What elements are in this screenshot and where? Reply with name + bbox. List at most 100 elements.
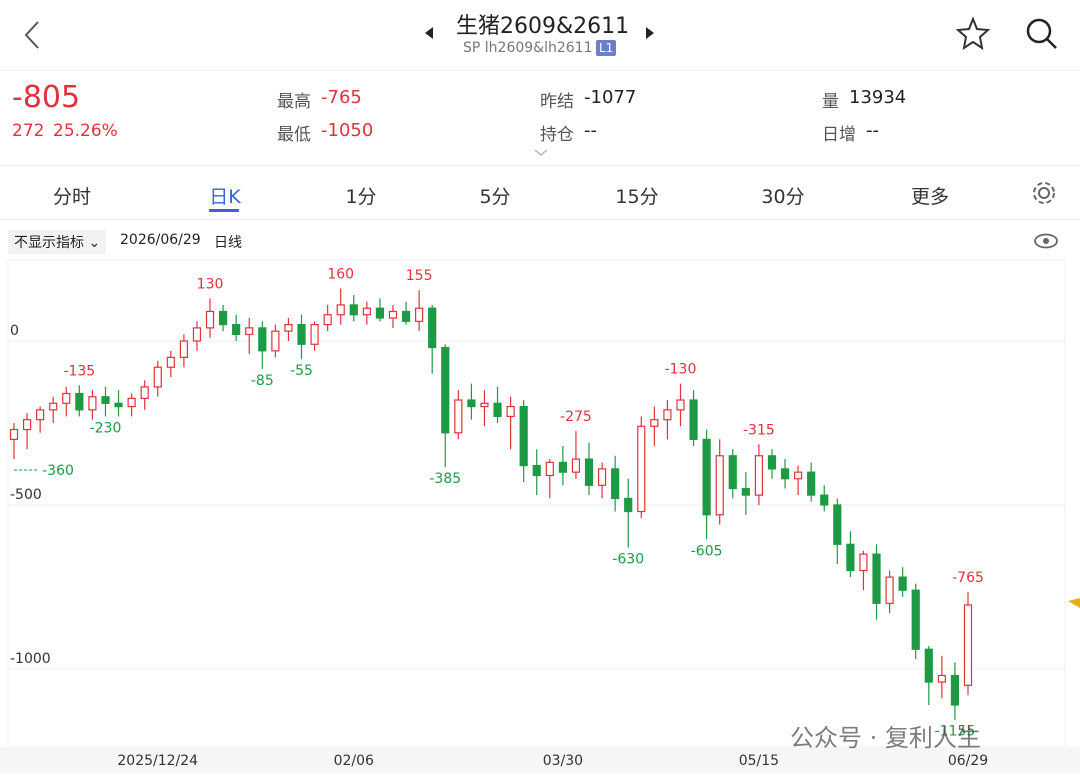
x-axis-bar	[0, 747, 1080, 773]
candle-body	[780, 468, 790, 480]
candle-body	[140, 386, 149, 399]
candle-body	[205, 310, 215, 329]
divider	[0, 165, 1080, 166]
candle-body	[375, 307, 385, 319]
extreme-label: 130	[197, 276, 224, 292]
search-button[interactable]	[1024, 16, 1060, 52]
candle-body	[950, 674, 960, 706]
price-pointer	[1068, 598, 1080, 608]
field-label: 最高	[277, 92, 311, 112]
field-value: --	[584, 120, 597, 141]
candle-body	[75, 392, 84, 411]
candle-body	[336, 304, 345, 316]
candle-body	[36, 409, 45, 421]
extreme-label: 160	[327, 267, 354, 283]
candle-body	[22, 419, 32, 431]
level-badge: L1	[596, 40, 617, 56]
candle-body	[545, 461, 554, 477]
prev-contract[interactable]	[424, 26, 434, 40]
tab[interactable]: 5分	[479, 186, 511, 208]
candle-body	[284, 324, 293, 332]
candle-body	[820, 494, 829, 506]
candle-body	[963, 604, 973, 686]
candle-body	[179, 340, 188, 358]
candle-body	[428, 307, 437, 349]
plot-frame	[7, 259, 1066, 748]
kline-chart: 0 -500 -1000 2025/12/24 02/06 03/30 05/15 06/29…	[0, 259, 1080, 773]
candle-body	[924, 648, 933, 683]
price-change-pct: 25.26%	[53, 121, 118, 141]
candle-body	[362, 307, 371, 316]
candle-body	[558, 461, 567, 473]
tab[interactable]: 1分	[345, 186, 377, 208]
tab[interactable]: 日K	[209, 186, 241, 208]
x-tick-label: 2025/12/24	[117, 753, 198, 769]
candle-body	[415, 307, 424, 322]
field-label: 持仓	[540, 125, 574, 145]
tab[interactable]: 30分	[761, 186, 805, 208]
candle-body	[885, 576, 894, 604]
back-button[interactable]	[22, 20, 42, 50]
extreme-label: -85	[251, 373, 274, 389]
field-label: 最低	[277, 125, 311, 145]
candle-body	[872, 553, 881, 604]
extreme-label: -315	[743, 422, 775, 438]
candle-body	[454, 399, 463, 434]
candle-body	[467, 399, 476, 408]
candle-body	[310, 324, 319, 345]
expand-arrow[interactable]	[533, 148, 549, 158]
extreme-label: -765	[952, 570, 984, 586]
tab[interactable]: 分时	[52, 186, 92, 208]
watermark: 公众号 · 复利人生	[790, 724, 981, 752]
extreme-label: -55	[290, 363, 313, 379]
candle-body	[898, 576, 907, 591]
x-tick-label: 06/29	[948, 753, 988, 769]
candle-body	[192, 327, 202, 342]
divider	[0, 219, 1080, 220]
candle-body	[62, 392, 71, 404]
candle-body	[624, 497, 633, 513]
candle-body	[833, 504, 842, 545]
candle-body	[493, 402, 502, 418]
extreme-label: -1155	[935, 724, 976, 740]
candle-body	[702, 438, 711, 516]
contract-code: SP lh2609&lh2611	[463, 40, 593, 56]
candle-body	[388, 310, 398, 319]
tab[interactable]: 更多	[910, 186, 950, 208]
candle-body	[101, 396, 110, 404]
field-value: 13934	[849, 87, 907, 108]
candle-body	[88, 396, 97, 411]
extreme-label: -230	[90, 420, 122, 436]
chart-period: 日线	[214, 235, 242, 251]
last-price: -805	[12, 80, 81, 115]
candle-body	[937, 674, 946, 683]
tab[interactable]: 15分	[615, 186, 659, 208]
extreme-label: -135	[63, 363, 95, 379]
field-label: 量	[822, 92, 839, 112]
candle-body	[127, 397, 136, 408]
visibility-button[interactable]	[1033, 232, 1059, 250]
candle-body	[49, 402, 58, 411]
y-tick-label: -500	[10, 487, 42, 503]
next-contract[interactable]	[645, 26, 655, 40]
indicator-toggle-text: 不显示指标	[14, 235, 84, 251]
candle-body	[807, 471, 816, 496]
settings-button[interactable]	[1031, 180, 1057, 206]
candle-body	[911, 589, 920, 650]
favorite-button[interactable]	[955, 16, 991, 52]
candle-body	[532, 465, 541, 477]
field-label: 日增	[822, 125, 856, 145]
x-tick-label: 05/15	[739, 753, 779, 769]
candle-body	[153, 366, 162, 388]
y-tick-label: 0	[10, 323, 19, 339]
candle-body	[245, 327, 254, 336]
candle-body	[297, 324, 306, 345]
x-tick-label: 03/30	[543, 753, 583, 769]
candle-body	[232, 324, 241, 336]
extreme-label: -630	[612, 552, 644, 568]
divider	[0, 70, 1080, 71]
x-tick-label: 02/06	[334, 753, 374, 769]
extreme-label: 155	[406, 268, 433, 284]
indicator-toggle[interactable]: 不显示指标 ⌄	[8, 230, 107, 254]
candle-body	[349, 304, 358, 316]
